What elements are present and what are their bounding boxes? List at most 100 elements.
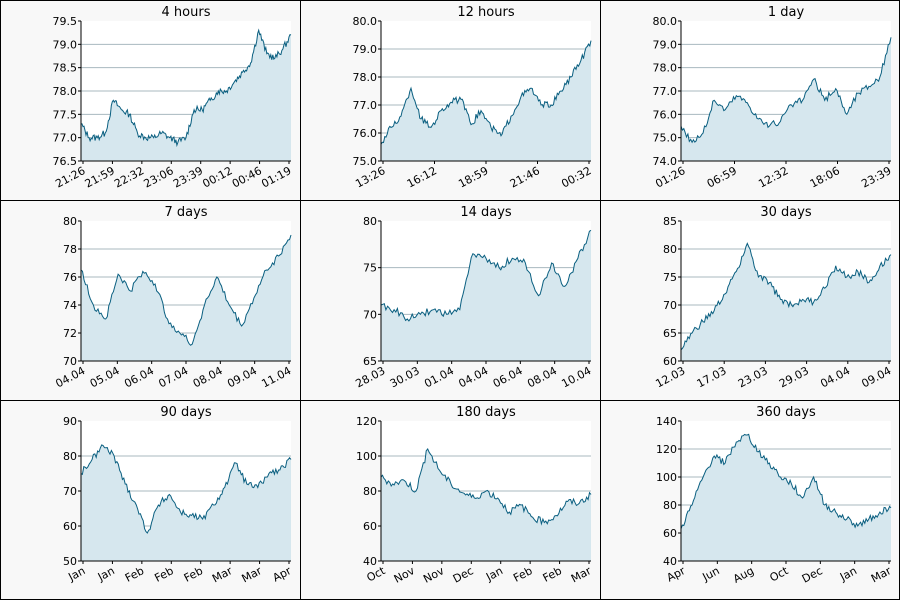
x-tick-label: Mar [569, 564, 594, 585]
y-tick-label: 70 [63, 485, 77, 498]
x-tick-label: 00:46 [230, 164, 264, 190]
series-area [81, 444, 291, 561]
x-tick-label: 18:06 [808, 164, 842, 190]
series-line [80, 28, 292, 148]
chart-svg: 4 hours 79.5 79.0 78.5 78.0 77.5 77.0 76.521:26… [53, 5, 294, 191]
x-tick-label: 10.04 [559, 364, 593, 390]
series-line [80, 444, 292, 534]
series-line [680, 37, 892, 144]
x-tick-label: 04.04 [818, 364, 852, 390]
series-line [680, 433, 892, 529]
y-tick-label: 70 [363, 308, 377, 321]
x-tick-label: 00:32 [559, 164, 593, 190]
y-tick-label: 74.0 [653, 155, 678, 168]
x-tick-label: 21:59 [83, 164, 117, 190]
y-tick-label: 100 [656, 471, 677, 484]
chart-title: 90 days [160, 405, 212, 420]
series-area [381, 449, 591, 561]
y-tick-label: 79.5 [53, 15, 78, 28]
y-tick-label: 80 [663, 499, 677, 512]
y-tick-label: 120 [356, 415, 377, 428]
y-tick-label: 80 [63, 215, 77, 228]
x-tick-label: 21:26 [53, 164, 87, 190]
x-tick-label: 16:12 [405, 164, 439, 190]
x-tick-label: 01.04 [422, 364, 456, 390]
chart-panel: 1 day 80.0 79.0 78.0 77.0 76.0 75.0 74.0 01:26 06… [600, 0, 900, 201]
x-tick-label: Mar [869, 564, 894, 585]
y-tick-label: 40 [663, 555, 677, 568]
chart-svg: 1 day 80.0 79.0 78.0 77.0 76.0 75.0 74.001:26 06… [653, 5, 894, 191]
chart-title: 7 days [164, 205, 207, 220]
chart-title: 12 hours [457, 5, 514, 20]
y-tick-label: 75 [363, 262, 377, 275]
y-tick-label: 65 [663, 327, 677, 340]
y-tick-label: 65 [363, 355, 377, 368]
y-tick-label: 85 [663, 215, 677, 228]
x-tick-label: 07.04 [156, 364, 190, 390]
x-tick-label: Oct [768, 564, 792, 585]
chart-panel: 30 days 85 80 75 70 65 60 12.03 17.03 23.03 29.03 0… [600, 200, 900, 401]
x-tick-label: 17.03 [695, 364, 729, 390]
x-tick-label: 30.03 [388, 364, 422, 390]
y-tick-label: 76.0 [653, 108, 678, 121]
chart-panel: 360 days 140 120 100 80 60 40 Apr Jun Aug Oct Dec Ja… [600, 400, 900, 600]
series-line [380, 40, 592, 145]
y-tick-label: 78.5 [53, 62, 78, 75]
y-tick-label: 60 [363, 520, 377, 533]
x-tick-label: Dec [451, 564, 476, 585]
y-tick-label: 140 [656, 415, 677, 428]
y-tick-label: 78.0 [353, 71, 378, 84]
x-tick-label: Nov [392, 564, 417, 586]
y-tick-label: 78.0 [53, 85, 78, 98]
y-tick-label: 72 [63, 327, 77, 340]
x-tick-label: 22:32 [112, 164, 146, 190]
x-tick-label: 08.04 [525, 364, 559, 390]
chart-panel: 12 hours 80.0 79.0 78.0 77.0 76.0 75.0 13:26 16:… [300, 0, 601, 201]
series-area [681, 37, 891, 161]
x-tick-label: Mar [240, 564, 265, 585]
y-tick-label: 76.5 [53, 155, 78, 168]
y-tick-label: 80 [663, 243, 677, 256]
x-tick-label: 12.03 [653, 364, 687, 390]
series-line [380, 229, 592, 322]
y-tick-label: 76.0 [353, 127, 378, 140]
y-tick-label: 78 [63, 243, 77, 256]
x-tick-label: Jan [483, 564, 505, 584]
y-tick-label: 78.0 [653, 62, 678, 75]
x-tick-label: 23:39 [171, 164, 205, 190]
chart-title: 180 days [456, 405, 516, 420]
series-area [381, 40, 591, 161]
y-tick-label: 80 [363, 485, 377, 498]
x-tick-label: 23:39 [859, 164, 893, 190]
x-tick-label: Jun [700, 564, 722, 584]
y-tick-label: 60 [663, 355, 677, 368]
chart-panel: 180 days 120 100 80 60 40 Oct Nov Nov Dec Jan Feb Fe… [300, 400, 601, 600]
x-tick-label: 13:26 [353, 164, 387, 190]
y-tick-label: 75.0 [653, 132, 678, 145]
x-tick-label: 01:26 [653, 164, 687, 190]
y-tick-label: 79.0 [353, 43, 378, 56]
y-tick-label: 40 [363, 555, 377, 568]
x-tick-label: 21:46 [508, 164, 542, 190]
y-tick-label: 75 [663, 271, 677, 284]
x-tick-label: Feb [541, 564, 564, 585]
x-tick-label: 23.03 [736, 364, 770, 390]
x-tick-label: Dec [800, 564, 825, 585]
x-tick-label: 04.04 [53, 364, 87, 390]
y-tick-label: 79.0 [53, 38, 78, 51]
x-tick-label: Jan [837, 564, 859, 584]
chart-panel: 90 days 90 80 70 60 50 Jan Jan Feb Feb Feb Mar Mar Ap… [0, 400, 301, 600]
y-tick-label: 74 [63, 299, 77, 312]
chart-title: 1 day [768, 5, 805, 20]
x-tick-label: Apr [271, 564, 294, 585]
x-tick-label: 23:06 [142, 164, 176, 190]
y-tick-label: 90 [63, 415, 77, 428]
chart-svg: 12 hours 80.0 79.0 78.0 77.0 76.0 75.013:26 16:… [353, 5, 594, 191]
chart-panel: 14 days 80 75 70 65 28.03 30.03 01.04 04.04 06.04… [300, 200, 601, 401]
y-tick-label: 77.0 [53, 132, 78, 145]
y-tick-label: 77.0 [653, 85, 678, 98]
y-tick-label: 77.0 [353, 99, 378, 112]
